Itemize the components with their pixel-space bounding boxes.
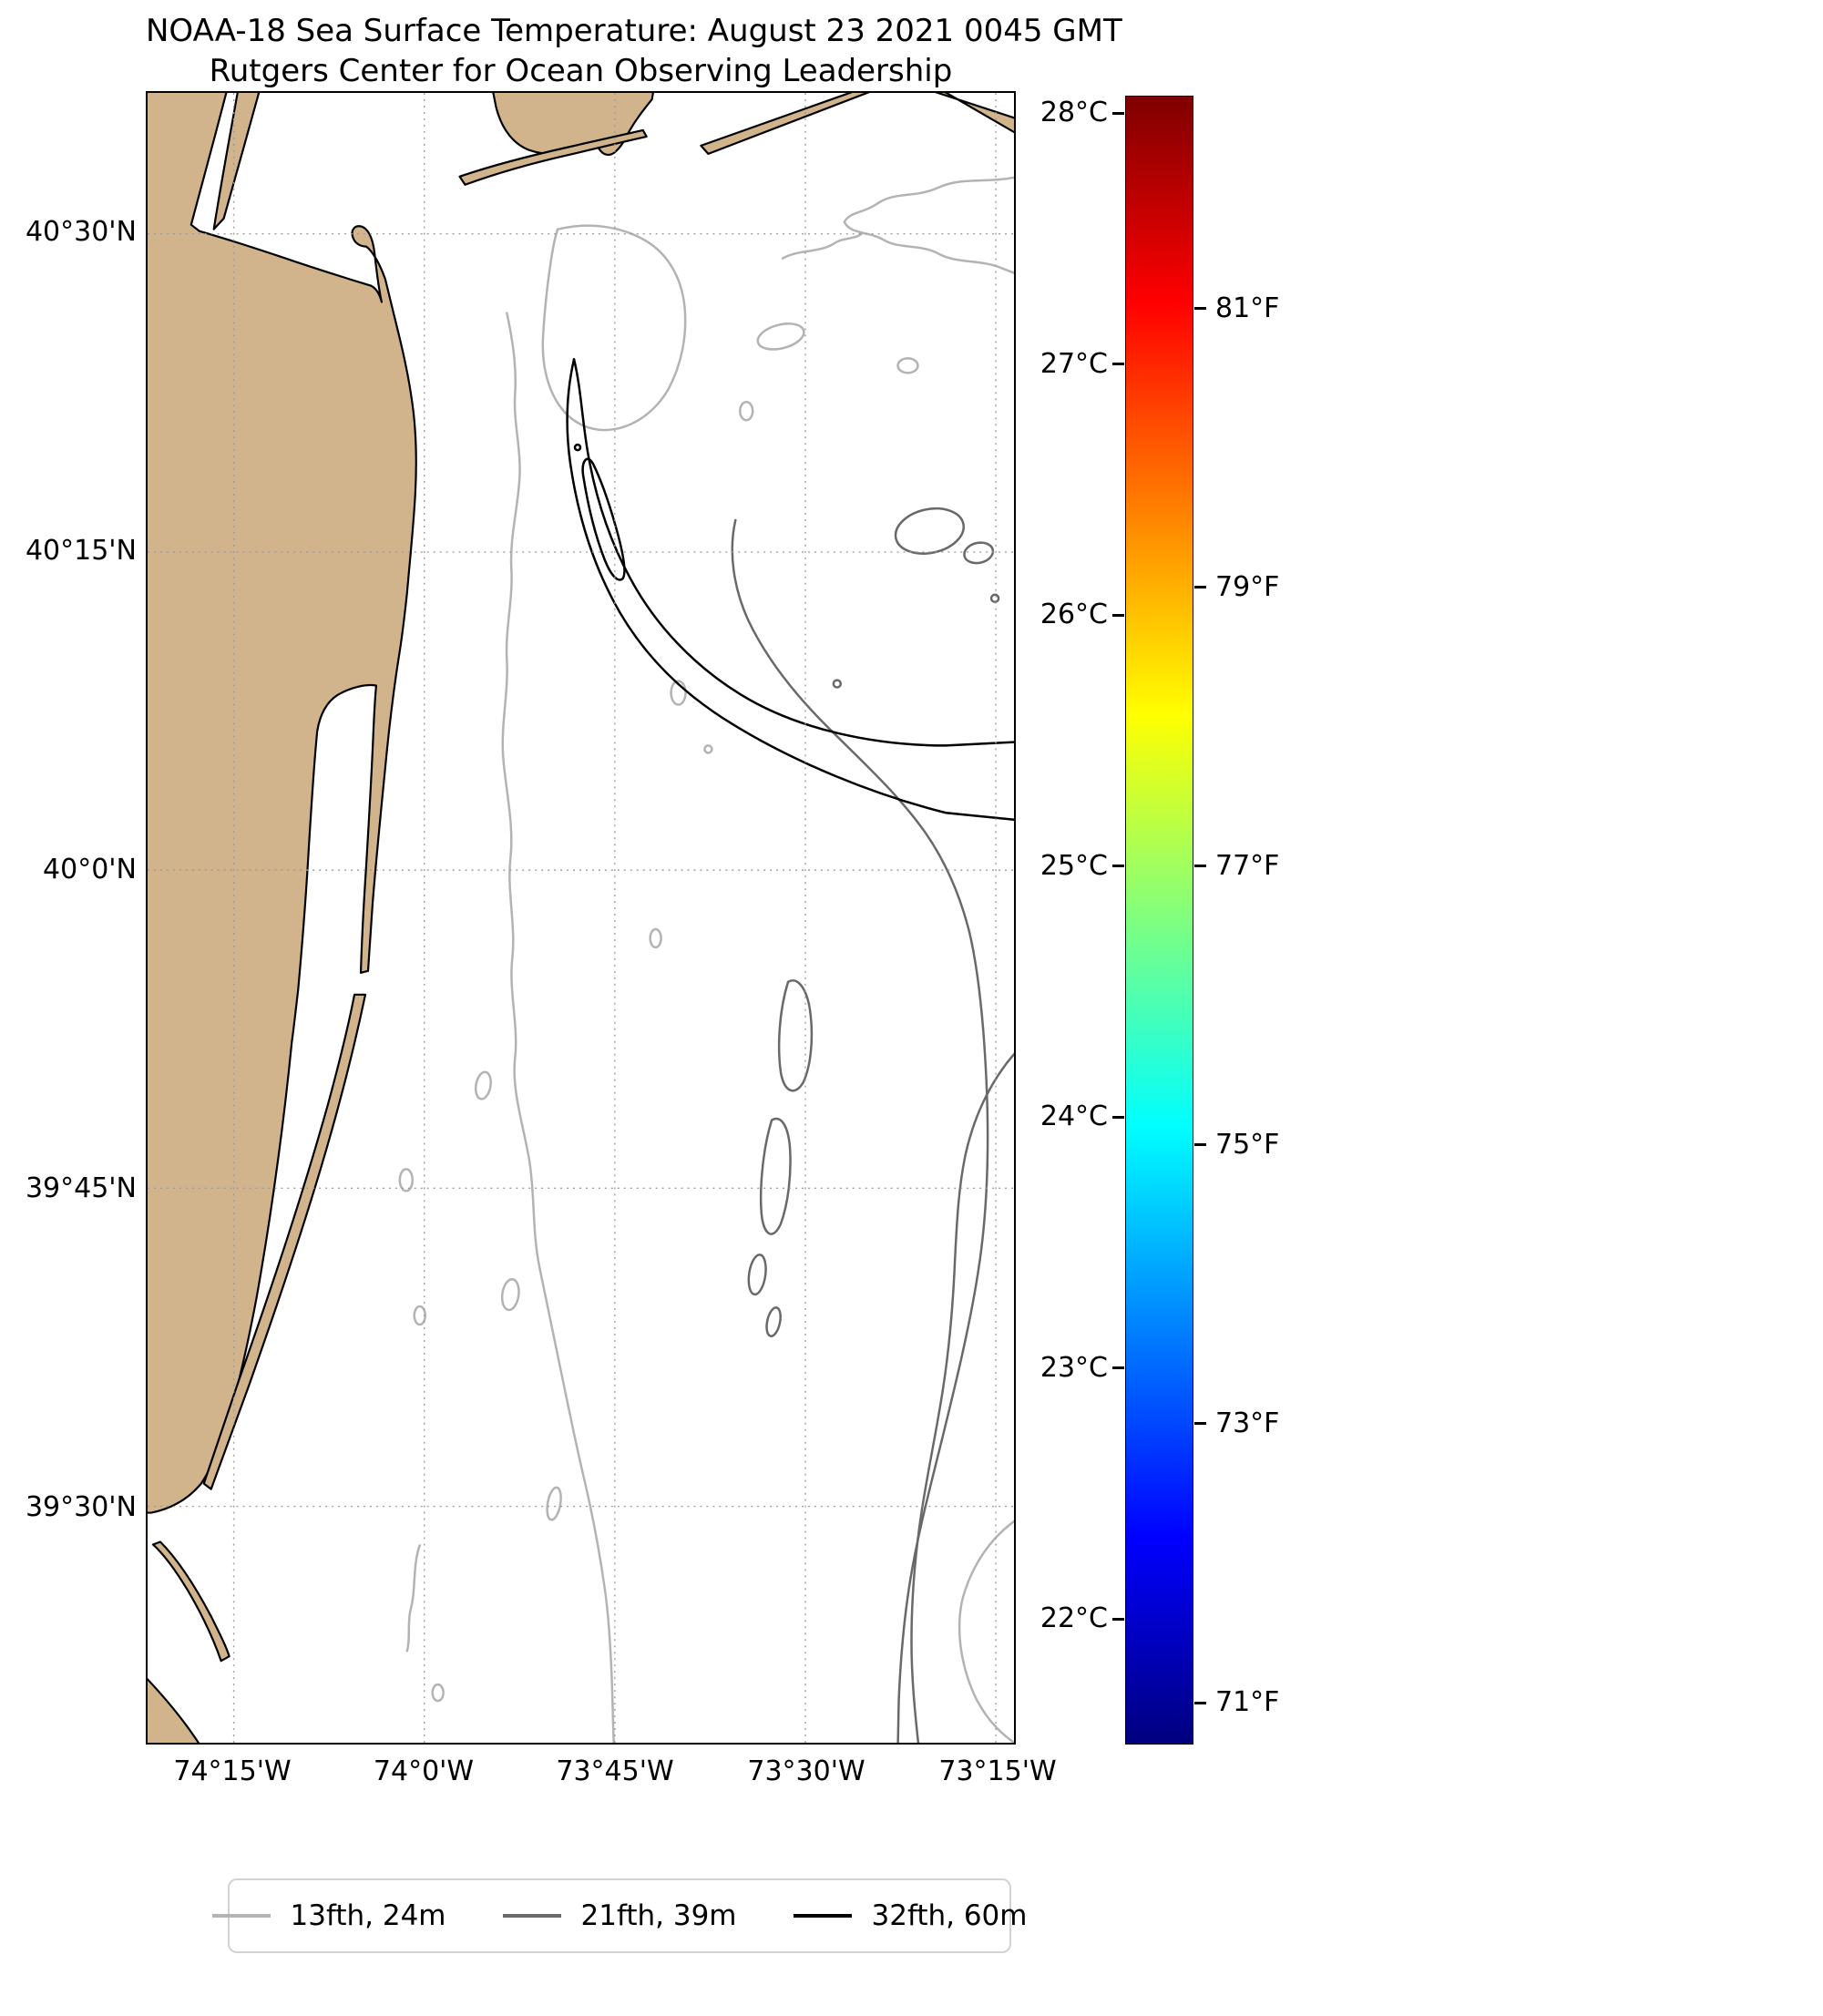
longitude-tick-label: 73°45'W [556,1755,674,1787]
legend-item-label: 32fth, 60m [871,1899,1028,1932]
colorbar-celsius-label: 24°C [1040,1100,1108,1133]
latitude-tick-label: 40°15'N [25,535,137,567]
colorbar-celsius-label: 26°C [1040,599,1108,631]
map-svg [148,93,1014,1743]
contour-39m [731,518,989,1743]
contour-24m [896,357,919,374]
colorbar-fahrenheit-label: 75°F [1215,1128,1280,1161]
contour-group-21fth-39m [731,507,1014,1743]
contour-24m [670,680,687,706]
contour-39m [832,679,843,689]
contour-60m [566,358,1014,821]
contour-39m [963,541,995,565]
contour-24m [413,1305,426,1326]
contour-39m [989,593,1000,604]
longitude-tick-label: 73°15'W [938,1755,1057,1787]
contour-60m [573,443,582,452]
contour-39m [747,1254,767,1296]
latitude-tick-label: 40°30'N [25,216,137,248]
colorbar-celsius-label: 25°C [1040,849,1108,882]
contour-24m [501,312,615,1743]
land-layer [148,93,1014,1743]
land-brigantine-strip [151,1540,230,1663]
land-rockaway-spit [458,128,648,186]
contour-60m [572,358,1014,747]
contour-24m [398,1168,415,1192]
colorbar-fahrenheit-label: 73°F [1215,1407,1280,1439]
colorbar-fahrenheit-tick [1194,307,1206,311]
colorbar-fahrenheit-tick [1194,1143,1206,1147]
contour-24m [405,1544,421,1653]
colorbar-fahrenheit-label: 77°F [1215,849,1280,882]
figure-title: NOAA-18 Sea Surface Temperature: August … [146,11,1122,91]
contour-39m [894,507,965,555]
land-long-island-strip [700,93,870,155]
contour-39m [777,979,814,1092]
contour-24m [703,744,713,754]
contour-24m [500,1277,520,1312]
contour-group-13fth-24m [398,176,1014,1743]
land-long-beach-island [202,993,367,1490]
contour-24m [649,927,662,949]
contour-group-32fth-60m [566,358,1014,821]
latitude-tick-label: 40°0'N [43,854,137,885]
colorbar-fahrenheit-label: 71°F [1215,1686,1280,1719]
colorbar-fahrenheit-tick [1194,865,1206,868]
contour-60m [581,457,626,581]
contour-24m [739,401,754,422]
land-bottom-corner [148,1677,200,1743]
colorbar [1125,96,1193,1745]
land-top-right-strip [935,93,1014,134]
map-plot-area [146,91,1016,1745]
longitude-tick-label: 74°15'W [173,1755,292,1787]
title-line1: NOAA-18 Sea Surface Temperature: August … [146,13,1122,49]
colorbar-celsius-tick [1112,865,1124,868]
legend-line-sample [502,1914,561,1918]
title-line2: Rutgers Center for Ocean Observing Leade… [209,53,953,89]
land-raritan-wedge [212,93,261,230]
legend-item: 13fth, 24m [211,1899,446,1932]
legend-item: 21fth, 39m [502,1899,737,1932]
latitude-tick-label: 39°30'N [25,1491,137,1523]
colorbar-celsius-tick [1112,1366,1124,1370]
contour-24m [546,1486,562,1521]
latitude-tick-label: 39°45'N [25,1172,137,1204]
colorbar-celsius-tick [1112,613,1124,617]
gridline-layer [148,93,1014,1743]
colorbar-fahrenheit-label: 79°F [1215,570,1280,603]
longitude-tick-label: 74°0'W [373,1755,475,1787]
legend: 13fth, 24m 21fth, 39m 32fth, 60m [211,1878,1027,1953]
colorbar-celsius-label: 22°C [1040,1602,1108,1635]
colorbar-fahrenheit-label: 81°F [1215,292,1280,324]
colorbar-celsius-label: 28°C [1040,97,1108,129]
legend-line-sample [211,1914,271,1918]
colorbar-celsius-label: 23°C [1040,1351,1108,1384]
legend-item-label: 21fth, 39m [580,1899,737,1932]
legend-item-label: 13fth, 24m [290,1899,446,1932]
colorbar-celsius-tick [1112,111,1124,115]
contour-24m [474,1070,492,1100]
colorbar-fahrenheit-tick [1194,1701,1206,1704]
legend-item: 32fth, 60m [793,1899,1028,1932]
contour-24m [843,176,1014,274]
land-new-jersey-mainland [148,93,417,1514]
colorbar-celsius-tick [1112,363,1124,366]
contour-24m [781,231,864,260]
colorbar-celsius-tick [1112,1617,1124,1621]
longitude-tick-label: 73°30'W [747,1755,865,1787]
contour-24m [541,224,687,432]
colorbar-gradient [1126,97,1193,1744]
contour-24m [431,1683,445,1703]
colorbar-fahrenheit-tick [1194,586,1206,589]
contour-39m [759,1117,792,1235]
colorbar-celsius-label: 27°C [1040,347,1108,380]
colorbar-celsius-tick [1112,1115,1124,1119]
contour-24m [958,1520,1014,1743]
contour-39m [765,1306,782,1337]
contour-39m [910,1052,1014,1743]
legend-line-sample [793,1914,852,1918]
colorbar-fahrenheit-tick [1194,1422,1206,1426]
contour-24m [756,322,805,351]
